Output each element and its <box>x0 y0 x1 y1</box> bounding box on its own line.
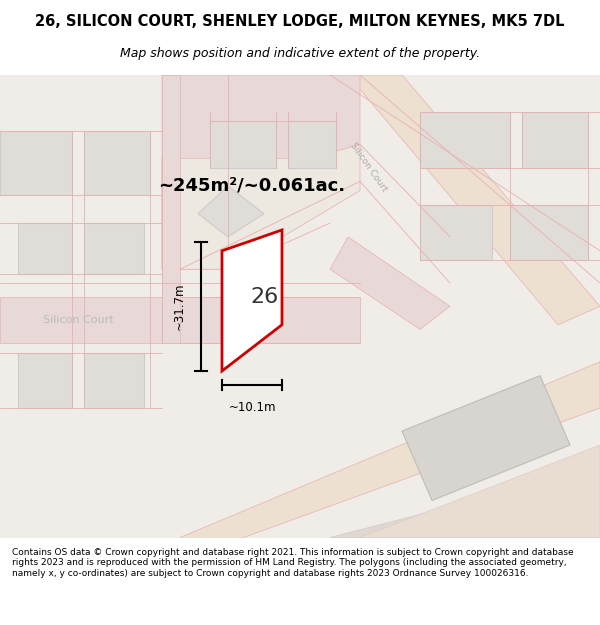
Polygon shape <box>180 362 600 561</box>
Polygon shape <box>522 112 588 168</box>
Text: ~31.7m: ~31.7m <box>173 282 186 330</box>
Polygon shape <box>18 352 72 408</box>
Text: ~245m²/~0.061ac.: ~245m²/~0.061ac. <box>158 177 346 195</box>
Polygon shape <box>330 468 600 538</box>
Text: Map shows position and indicative extent of the property.: Map shows position and indicative extent… <box>120 48 480 61</box>
Text: ~10.1m: ~10.1m <box>228 401 276 414</box>
Polygon shape <box>348 75 600 325</box>
Polygon shape <box>420 204 492 260</box>
Polygon shape <box>18 223 72 274</box>
Polygon shape <box>402 376 570 501</box>
Polygon shape <box>360 445 600 538</box>
Text: 26, SILICON COURT, SHENLEY LODGE, MILTON KEYNES, MK5 7DL: 26, SILICON COURT, SHENLEY LODGE, MILTON… <box>35 14 565 29</box>
Polygon shape <box>0 131 72 195</box>
Polygon shape <box>84 223 144 274</box>
Polygon shape <box>198 186 264 237</box>
Polygon shape <box>0 297 360 343</box>
Polygon shape <box>162 144 360 269</box>
Polygon shape <box>84 352 144 408</box>
Polygon shape <box>420 112 510 168</box>
Polygon shape <box>510 204 588 260</box>
Text: Silicon Court: Silicon Court <box>349 141 389 194</box>
Polygon shape <box>288 121 336 168</box>
Text: 26: 26 <box>250 287 278 307</box>
Text: Contains OS data © Crown copyright and database right 2021. This information is : Contains OS data © Crown copyright and d… <box>12 548 574 578</box>
Polygon shape <box>162 75 360 269</box>
Polygon shape <box>330 237 450 329</box>
Polygon shape <box>210 121 276 168</box>
Polygon shape <box>162 75 180 343</box>
Text: Silicon Court: Silicon Court <box>43 315 113 325</box>
Polygon shape <box>84 131 150 195</box>
Polygon shape <box>222 230 282 371</box>
